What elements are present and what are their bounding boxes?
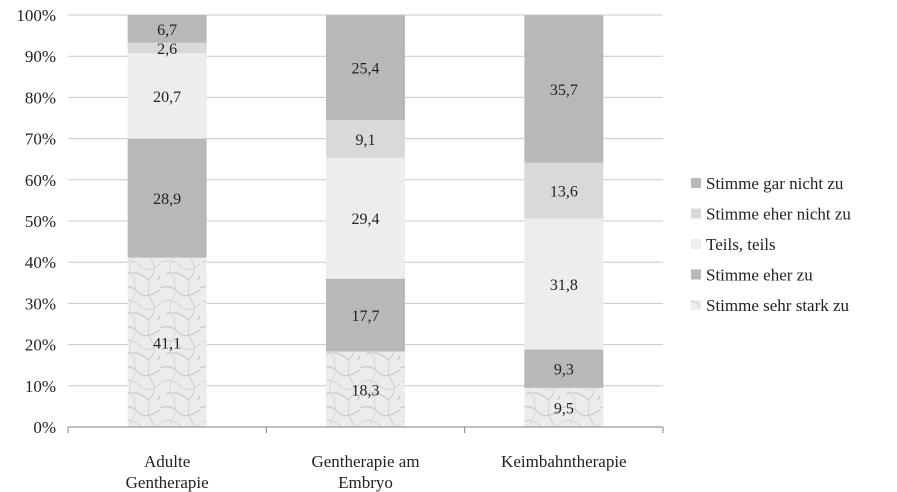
y-tick-label: 30% (25, 294, 56, 313)
data-labels: 41,1 28,9 20,7 2,6 6,7 18,3 17,7 29,4 9,1 25,4 9,5… (153, 22, 578, 418)
y-tick-label: 40% (25, 253, 56, 272)
legend-label: Stimme eher nicht zu (706, 205, 851, 224)
bar-segment (524, 387, 604, 427)
bar-segment (127, 53, 207, 139)
data-label: 20,7 (153, 89, 181, 106)
y-tick-label: 10% (25, 377, 56, 396)
data-label: 31,8 (550, 277, 578, 294)
legend-swatch (691, 208, 701, 219)
bar-segment (326, 15, 405, 121)
legend-label: Teils, teils (706, 235, 776, 254)
y-tick-label: 50% (25, 212, 56, 231)
data-label: 17,7 (352, 308, 380, 325)
data-label: 41,1 (153, 335, 181, 352)
data-label: 25,4 (352, 61, 380, 78)
x-category-label: Gentherapie am (311, 452, 419, 471)
legend: Stimme gar nicht zu Stimme eher nicht zu T… (691, 174, 851, 315)
x-category-label: Adulte (144, 452, 190, 471)
data-label: 35,7 (550, 82, 578, 99)
y-tick-label: 60% (25, 171, 56, 190)
x-category-label: Keimbahntherapie (501, 452, 627, 471)
x-category-label: Embryo (338, 473, 393, 492)
bar-segment (326, 278, 405, 352)
bars (127, 15, 604, 427)
bar-segment (127, 257, 207, 427)
data-label: 6,7 (157, 22, 177, 39)
x-category-label: Gentherapie (126, 473, 209, 492)
data-label: 9,1 (356, 132, 376, 149)
data-label: 9,5 (554, 400, 574, 417)
bar-segment (326, 120, 405, 158)
data-label: 29,4 (352, 211, 380, 228)
bar-segment (127, 42, 207, 54)
x-axis: Adulte Gentherapie Gentherapie am Embryo Kei… (67, 426, 664, 492)
y-tick-label: 90% (25, 47, 56, 66)
y-tick-label: 70% (25, 130, 56, 149)
bar-segment (127, 138, 207, 258)
legend-swatch (691, 178, 701, 188)
bar-segment (127, 15, 207, 43)
data-label: 9,3 (554, 362, 574, 379)
data-label: 2,6 (157, 41, 177, 58)
y-tick-label: 100% (16, 6, 56, 25)
bar-segment (524, 162, 604, 219)
legend-label: Stimme sehr stark zu (706, 296, 850, 315)
legend-swatch (691, 269, 701, 280)
y-tick-label: 80% (25, 88, 56, 107)
data-label: 18,3 (352, 382, 380, 399)
legend-swatch (691, 239, 701, 249)
bar-segment (524, 15, 604, 163)
y-axis-ticks: 0% 10% 20% 30% 40% 50% 60% 70% 80% 90% 100% (16, 6, 56, 437)
y-tick-label: 20% (25, 336, 56, 355)
bar-segment (524, 218, 604, 350)
legend-label: Stimme gar nicht zu (706, 174, 844, 193)
legend-swatch (691, 300, 701, 310)
legend-label: Stimme eher zu (706, 266, 813, 285)
bar-segment (326, 157, 405, 279)
data-label: 28,9 (153, 191, 181, 208)
bar-segment (326, 351, 405, 427)
y-tick-label: 0% (33, 418, 56, 437)
bar-segment (524, 349, 604, 388)
data-label: 13,6 (550, 184, 578, 201)
